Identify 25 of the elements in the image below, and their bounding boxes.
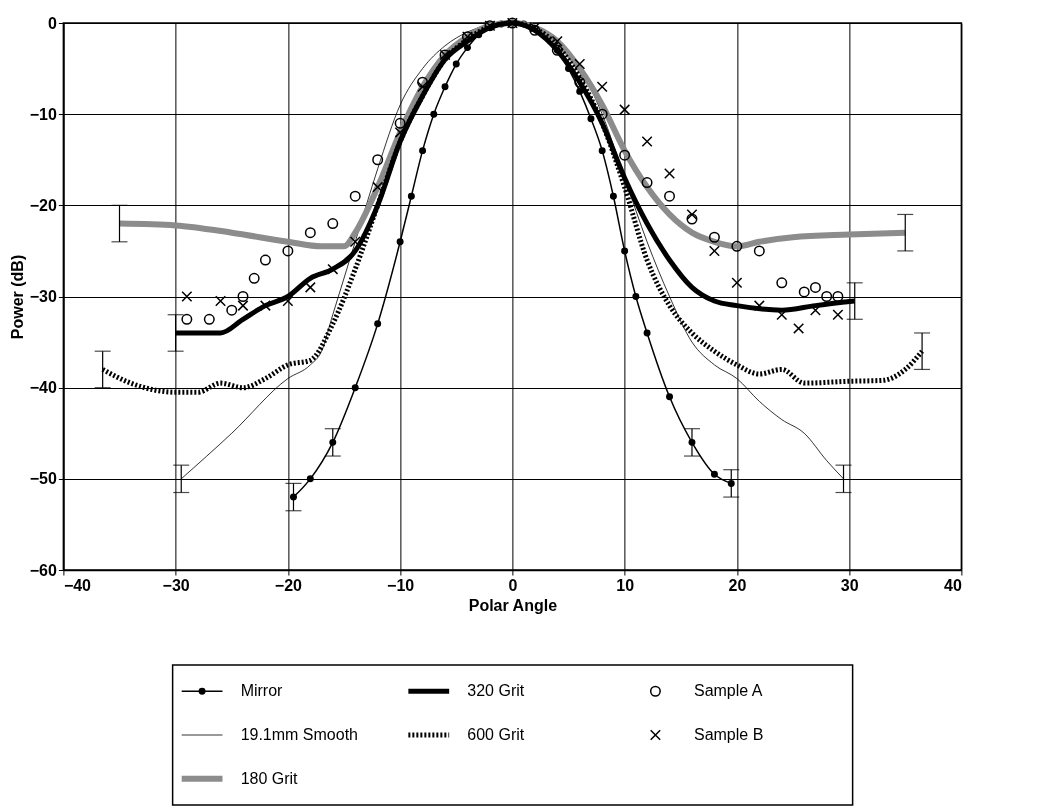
legend-label: 19.1mm Smooth: [240, 726, 359, 743]
y-tick-label: −30: [29, 288, 57, 305]
y-tick-label: −60: [29, 561, 57, 579]
y-tick-label: −20: [29, 196, 57, 214]
legend-label: 180 Grit: [240, 769, 299, 787]
legend-label: Sample A: [693, 682, 763, 700]
x-tick-label: 20: [728, 576, 747, 594]
y-tick-label: 0: [47, 14, 57, 32]
y-tick-label: −50: [29, 470, 57, 488]
legend-label: Mirror: [240, 682, 284, 700]
x-tick-label: 10: [616, 576, 635, 594]
x-tick-label: 0: [508, 576, 518, 594]
x-tick-label: −10: [387, 576, 415, 594]
legend-label: 600 Grit: [467, 726, 525, 743]
x-tick-label: −20: [274, 576, 303, 594]
x-axis-title: Polar Angle: [468, 596, 558, 614]
legend-label: Sample B: [693, 726, 764, 743]
x-tick-label: −30: [162, 576, 190, 594]
x-tick-label: 30: [840, 576, 859, 594]
y-tick-label: −10: [29, 105, 57, 123]
x-tick-label: 40: [944, 576, 962, 594]
x-tick-label: −40: [63, 576, 92, 594]
y-axis-title: Power (dB): [8, 254, 26, 340]
y-tick-label: −40: [29, 379, 57, 397]
legend-label: 320 Grit: [467, 682, 525, 700]
